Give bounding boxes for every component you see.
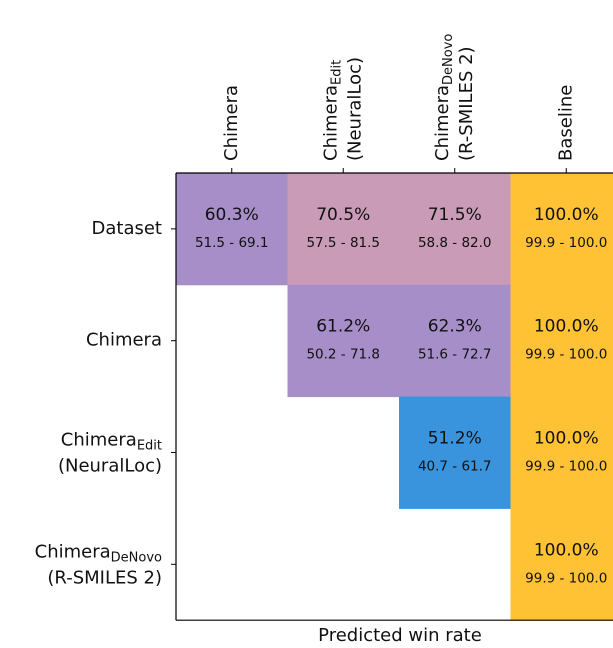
cell-value-label: 71.5% (428, 205, 482, 225)
x-tick-label-line2: (NeuralLoc) (344, 57, 365, 161)
cell-value-label: 61.2% (316, 317, 370, 337)
cell (510, 284, 613, 398)
cell-value-label: 51.2% (428, 429, 482, 449)
cell (510, 396, 613, 509)
cell-ci-label: 57.5 - 81.5 (306, 235, 380, 251)
y-tick-label-line2: (R-SMILES 2) (47, 567, 162, 588)
y-tick-label: ChimeraEdit (61, 430, 162, 454)
cell-value-label: 60.3% (205, 205, 259, 225)
y-tick-label: ChimeraDeNovo (35, 541, 162, 565)
cell-ci-label: 99.9 - 100.0 (525, 459, 607, 475)
cell (399, 284, 511, 398)
cell-ci-label: 51.5 - 69.1 (195, 235, 269, 251)
x-axis-label: Predicted win rate (318, 625, 482, 646)
cell-value-label: 100.0% (534, 540, 599, 560)
y-tick-label-main: Dataset (92, 218, 163, 239)
cell (399, 396, 511, 509)
y-tick-label-main: Chimera (35, 541, 111, 562)
cell (510, 173, 613, 286)
y-tick-label: Chimera (86, 330, 162, 351)
cell-value-label: 70.5% (316, 205, 370, 225)
cell (399, 173, 511, 286)
cell (510, 508, 613, 621)
y-tick-label-main: Chimera (61, 430, 137, 451)
cell-value-label: 100.0% (534, 429, 599, 449)
cell-ci-label: 58.8 - 82.0 (418, 235, 492, 251)
cell-value-label: 100.0% (534, 205, 599, 225)
cell-ci-label: 40.7 - 61.7 (418, 459, 492, 475)
cell (287, 173, 400, 286)
cell-ci-label: 51.6 - 72.7 (418, 347, 492, 363)
cell (287, 284, 400, 398)
y-tick-label-sub: Edit (137, 438, 162, 453)
x-tick-label-main: Chimera (320, 85, 341, 161)
x-tick-label: ChimeraEdit (320, 60, 344, 161)
x-tick-label-main: Chimera (221, 85, 242, 161)
x-tick-label: Baseline (555, 85, 576, 161)
cell-ci-label: 99.9 - 100.0 (525, 235, 607, 251)
cell-ci-label: 99.9 - 100.0 (525, 570, 607, 586)
cell-ci-label: 50.2 - 71.8 (306, 347, 380, 363)
cell-ci-label: 99.9 - 100.0 (525, 347, 607, 363)
x-tick-label-line2: (R-SMILES 2) (456, 46, 477, 161)
x-tick-label-main: Baseline (555, 85, 576, 161)
cell (176, 173, 288, 286)
x-tick-label: Chimera (221, 85, 242, 161)
x-tick-label-sub: DeNovo (440, 34, 455, 85)
x-tick-label-sub: Edit (329, 60, 344, 85)
x-tick-label: ChimeraDeNovo (432, 34, 456, 161)
y-tick-label-main: Chimera (86, 330, 162, 351)
cell-value-label: 100.0% (534, 317, 599, 337)
x-tick-label-main: Chimera (432, 85, 453, 161)
y-tick-label: Dataset (92, 218, 163, 239)
y-tick-label-sub: DeNovo (111, 550, 162, 565)
y-tick-label-line2: (NeuralLoc) (58, 456, 162, 477)
cell-value-label: 62.3% (428, 317, 482, 337)
